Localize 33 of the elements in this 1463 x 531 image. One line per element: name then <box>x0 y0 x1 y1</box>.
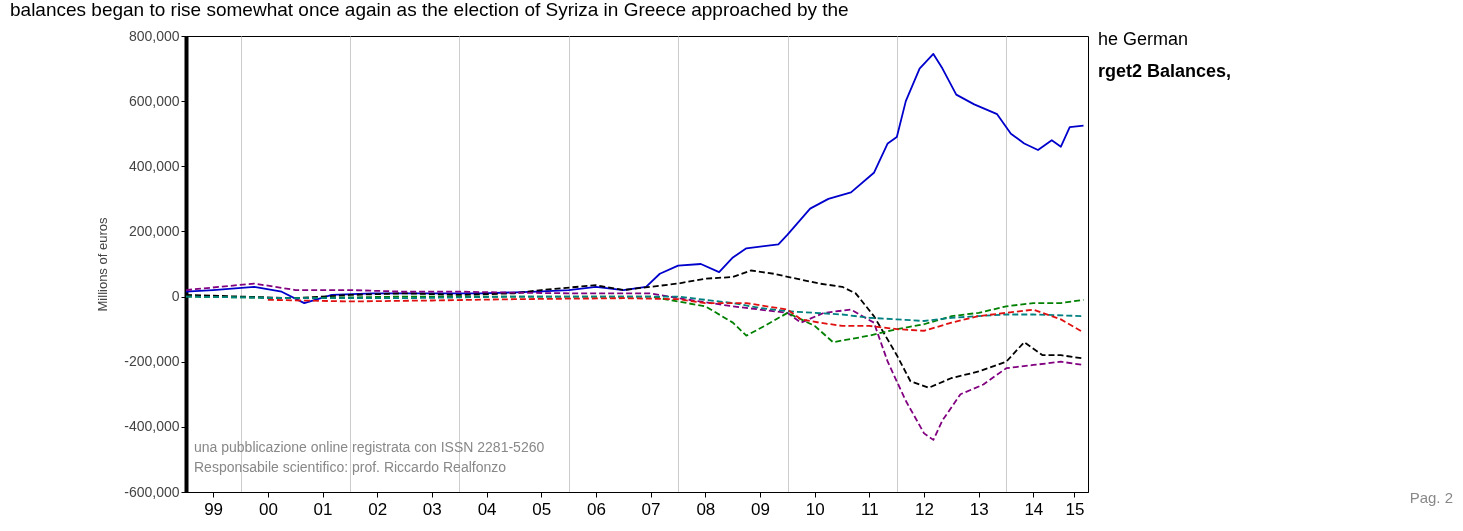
y-tick-label: 0 <box>171 288 180 305</box>
x-tick-label: 11 <box>860 499 879 519</box>
text: Pag. 2 <box>1409 489 1453 506</box>
text: balances began to rise somewhat once again as the election of Syriza in Greece approached by the <box>10 0 849 20</box>
y-tick-label: -200,000 <box>124 353 180 370</box>
line-series <box>185 53 1085 304</box>
x-tick-label: 10 <box>805 499 825 519</box>
y-tick-label: 600,000 <box>128 92 180 109</box>
x-tick-label: 01 <box>313 499 333 519</box>
x-tick-label: 00 <box>258 499 278 519</box>
y-tick-label: 400,000 <box>128 157 180 174</box>
x-tick-label: 06 <box>586 499 606 519</box>
y-tick-label: 200,000 <box>128 222 180 239</box>
text: rget2 Balances, <box>1098 61 1232 81</box>
x-tick-label: 15 <box>1065 499 1085 519</box>
x-tick-label: 09 <box>751 499 770 519</box>
y-tick-label: -600,000 <box>124 483 180 500</box>
x-tick-label: 04 <box>477 499 497 519</box>
y-tick-label: 800,000 <box>128 27 180 44</box>
annotation: Responsabile scientifico: prof. Riccardo Realfonzo <box>194 459 507 475</box>
y-tick-label: -400,000 <box>124 418 180 435</box>
text: he German <box>1098 29 1189 49</box>
x-tick-label: 03 <box>422 499 442 519</box>
annotation: una pubblicazione online registrata con ISSN 2281-5260 <box>194 439 545 455</box>
x-tick-label: 13 <box>969 499 989 519</box>
x-tick-label: 08 <box>696 499 716 519</box>
x-tick-label: 07 <box>641 499 661 519</box>
y-axis-title: Millions of euros <box>95 217 111 312</box>
x-tick-label: 05 <box>532 499 552 519</box>
x-tick-label: 14 <box>1024 499 1044 519</box>
x-tick-label: 12 <box>915 499 935 519</box>
x-tick-label: 99 <box>204 499 224 519</box>
x-tick-label: 02 <box>368 499 388 519</box>
